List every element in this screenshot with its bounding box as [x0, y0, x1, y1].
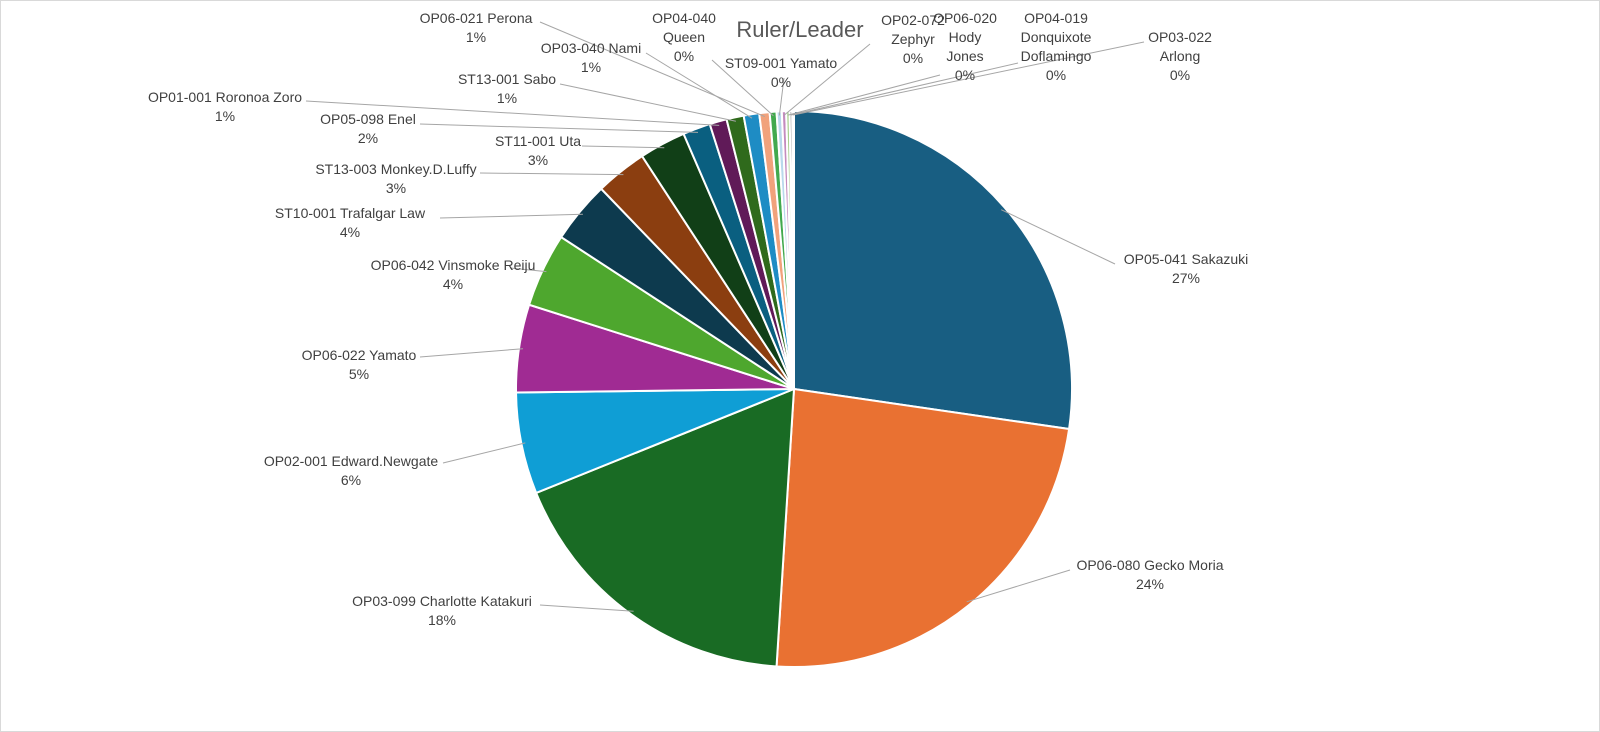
leader-line [419, 123, 699, 133]
data-label-percent: 1% [497, 90, 517, 106]
data-label: OP05-098 Enel 2% [320, 111, 416, 146]
leader-line [419, 348, 524, 358]
data-label-percent: 1% [581, 59, 601, 75]
data-label-percent: 1% [215, 108, 235, 124]
data-label-percent: 1% [466, 29, 486, 45]
data-label-name: ST13-001 Sabo [458, 71, 556, 87]
data-label-name: OP03-040 Nami [541, 40, 641, 56]
leader-line [509, 267, 547, 273]
data-label: OP03-099 Charlotte Katakuri 18% [352, 593, 532, 628]
data-label-name: Doflamingo [1021, 48, 1092, 64]
data-label-name: OP06-022 Yamato [302, 347, 417, 363]
data-label-name: OP01-001 Roronoa Zoro [148, 89, 302, 105]
leader-line [581, 145, 665, 149]
data-label: OP06-021 Perona 1% [420, 10, 533, 45]
data-label-name: OP03-099 Charlotte Katakuri [352, 593, 532, 609]
data-label-percent: 0% [674, 48, 694, 64]
data-label-name: OP05-041 Sakazuki [1124, 251, 1249, 267]
data-label-percent: 0% [903, 50, 923, 66]
data-label: ST11-001 Uta 3% [495, 133, 581, 168]
data-label: ST09-001 Yamato 0% [725, 55, 838, 90]
data-label-percent: 18% [428, 612, 456, 628]
data-label-name: OP02-001 Edward.Newgate [264, 453, 439, 469]
leader-line [442, 442, 526, 464]
data-label-percent: 24% [1136, 576, 1164, 592]
data-label-name: OP03-022 [1148, 29, 1212, 45]
leader-line [479, 172, 624, 176]
data-label-name: OP06-042 Vinsmoke Reiju [371, 257, 536, 273]
pie-slice [791, 109, 795, 390]
data-label: OP02-072 Zephyr 0% [881, 12, 945, 66]
data-label-name: Arlong [1160, 48, 1200, 64]
data-label: OP01-001 Roronoa Zoro 1% [148, 89, 302, 124]
data-label-name: ST10-001 Trafalgar Law [275, 205, 426, 221]
leader-line [783, 43, 871, 116]
data-label-name: OP06-020 [933, 10, 997, 26]
data-label: ST13-001 Sabo 1% [458, 71, 556, 106]
leader-line [966, 569, 1071, 603]
data-label-percent: 0% [771, 74, 791, 90]
pie-slice [534, 387, 796, 668]
data-label-name: ST11-001 Uta [495, 133, 581, 149]
data-label: OP03-022 Arlong 0% [1148, 29, 1212, 83]
leader-line [439, 213, 583, 219]
data-label-name: Donquixote [1021, 29, 1092, 45]
data-label: ST10-001 Trafalgar Law 4% [275, 205, 426, 240]
data-label: OP04-019 Donquixote Doflamingo 0% [1021, 10, 1092, 83]
data-label: OP06-042 Vinsmoke Reiju 4% [371, 257, 536, 292]
data-label-name: ST09-001 Yamato [725, 55, 838, 71]
leader-line [539, 21, 765, 118]
leader-line [645, 52, 753, 119]
leader-line [790, 62, 1019, 116]
data-label: OP06-022 Yamato 5% [302, 347, 417, 382]
data-label-percent: 5% [349, 366, 369, 382]
leader-line [1000, 209, 1116, 265]
data-label-name: Jones [946, 48, 983, 64]
data-label-percent: 3% [386, 180, 406, 196]
leader-lines [305, 21, 1145, 612]
data-label-name: ST13-003 Monkey.D.Luffy [315, 161, 476, 177]
data-label-name: OP06-080 Gecko Moria [1076, 557, 1223, 573]
data-label-name: Zephyr [891, 31, 935, 47]
data-label-percent: 0% [1046, 67, 1066, 83]
data-label-percent: 27% [1172, 270, 1200, 286]
data-label-percent: 0% [1170, 67, 1190, 83]
data-label-percent: 2% [358, 130, 378, 146]
data-label-percent: 6% [341, 472, 361, 488]
leader-line [711, 59, 774, 117]
leader-line [539, 604, 634, 612]
data-label: OP05-041 Sakazuki 27% [1124, 251, 1249, 286]
chart-title: Ruler/Leader [736, 17, 863, 42]
data-label-name: OP06-021 Perona [420, 10, 533, 26]
pie-slices [515, 109, 1073, 668]
pie-slice [793, 109, 1073, 431]
data-label: OP06-020 Hody Jones 0% [933, 10, 997, 83]
data-label-percent: 0% [955, 67, 975, 83]
data-label-name: OP02-072 [881, 12, 945, 28]
pie-slice [775, 387, 1071, 668]
data-label-name: Hody [949, 29, 982, 45]
data-label-name: OP04-040 [652, 10, 716, 26]
data-label: OP04-040 Queen 0% [652, 10, 716, 64]
data-label-name: OP05-098 Enel [320, 111, 416, 127]
data-label: OP06-080 Gecko Moria 24% [1076, 557, 1223, 592]
data-label-name: OP04-019 [1024, 10, 1088, 26]
data-label-percent: 4% [443, 276, 463, 292]
data-labels: OP05-041 Sakazuki 27% OP06-080 Gecko Moria… [148, 10, 1248, 628]
leader-line [787, 74, 941, 116]
leader-line [778, 77, 785, 116]
data-label: OP02-001 Edward.Newgate 6% [264, 453, 439, 488]
data-label: OP03-040 Nami 1% [541, 40, 641, 75]
leader-line [559, 83, 737, 122]
leader-line [305, 100, 720, 126]
data-label-name: Queen [663, 29, 705, 45]
leader-line [792, 41, 1145, 116]
data-label-percent: 3% [528, 152, 548, 168]
data-label-percent: 4% [340, 224, 360, 240]
data-label: ST13-003 Monkey.D.Luffy 3% [315, 161, 476, 196]
